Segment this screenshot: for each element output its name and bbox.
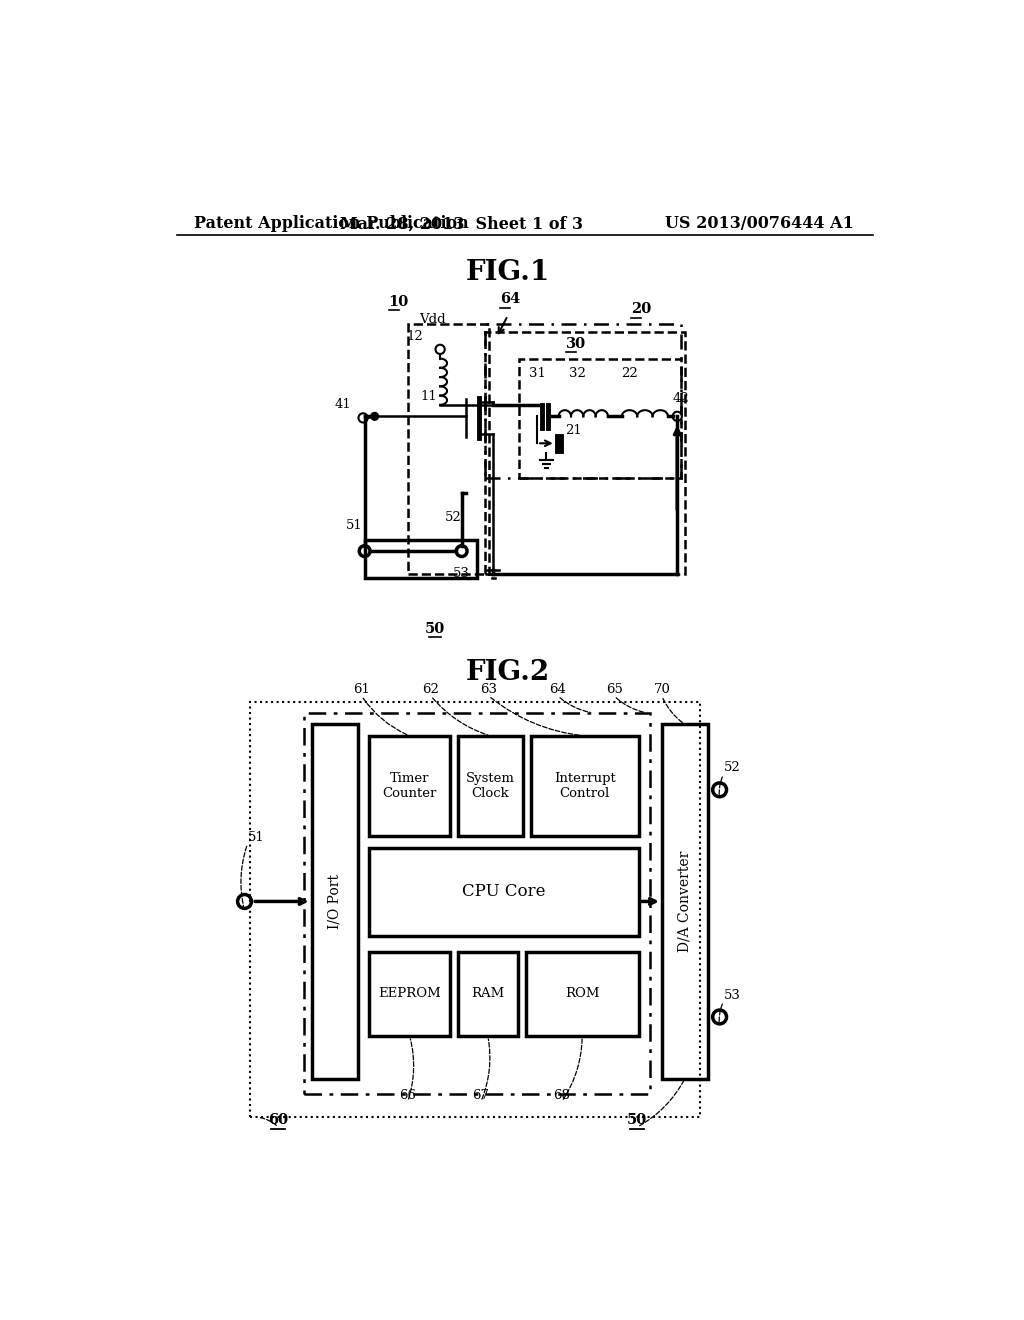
Text: 30: 30 <box>565 337 586 351</box>
Text: 42: 42 <box>673 392 689 405</box>
Text: 31: 31 <box>528 367 546 380</box>
Text: 60: 60 <box>268 1113 289 1127</box>
Text: 61: 61 <box>353 682 370 696</box>
Text: 63: 63 <box>480 682 497 696</box>
Text: 50: 50 <box>425 622 444 636</box>
Text: CPU Core: CPU Core <box>462 883 546 900</box>
Text: 51: 51 <box>248 830 264 843</box>
Text: 53: 53 <box>453 568 469 581</box>
Text: Vdd: Vdd <box>419 313 445 326</box>
Text: Mar. 28, 2013  Sheet 1 of 3: Mar. 28, 2013 Sheet 1 of 3 <box>340 215 583 232</box>
Text: Interrupt
Control: Interrupt Control <box>554 772 615 800</box>
Text: US 2013/0076444 A1: US 2013/0076444 A1 <box>666 215 854 232</box>
Text: 65: 65 <box>605 682 623 696</box>
Text: 51: 51 <box>346 519 362 532</box>
Text: FIG.2: FIG.2 <box>466 659 550 686</box>
Text: 32: 32 <box>568 367 586 380</box>
Text: 10: 10 <box>388 294 409 309</box>
Text: Timer
Counter: Timer Counter <box>383 772 437 800</box>
Text: 70: 70 <box>653 682 671 696</box>
Text: 53: 53 <box>724 989 740 1002</box>
Text: 66: 66 <box>399 1089 417 1102</box>
Text: 52: 52 <box>724 762 740 775</box>
Text: Patent Application Publication: Patent Application Publication <box>194 215 468 232</box>
Text: RAM: RAM <box>471 987 505 1001</box>
Text: 52: 52 <box>444 511 462 524</box>
Text: FIG.1: FIG.1 <box>466 259 550 286</box>
Text: EEPROM: EEPROM <box>378 987 441 1001</box>
Text: D/A Converter: D/A Converter <box>678 851 692 952</box>
Text: 64: 64 <box>500 292 520 306</box>
Text: 64: 64 <box>550 682 566 696</box>
Text: 20: 20 <box>631 302 651 317</box>
Text: 22: 22 <box>622 367 638 380</box>
Text: ROM: ROM <box>565 987 599 1001</box>
Text: System
Clock: System Clock <box>466 772 515 800</box>
Text: 12: 12 <box>407 330 423 343</box>
Text: 67: 67 <box>472 1089 489 1102</box>
Text: 41: 41 <box>335 397 351 411</box>
Text: 50: 50 <box>627 1113 647 1127</box>
Text: 11: 11 <box>421 391 437 404</box>
Text: 21: 21 <box>565 424 583 437</box>
Text: I/O Port: I/O Port <box>328 874 342 929</box>
Text: 68: 68 <box>553 1089 570 1102</box>
Circle shape <box>371 413 379 420</box>
Text: 62: 62 <box>423 682 439 696</box>
